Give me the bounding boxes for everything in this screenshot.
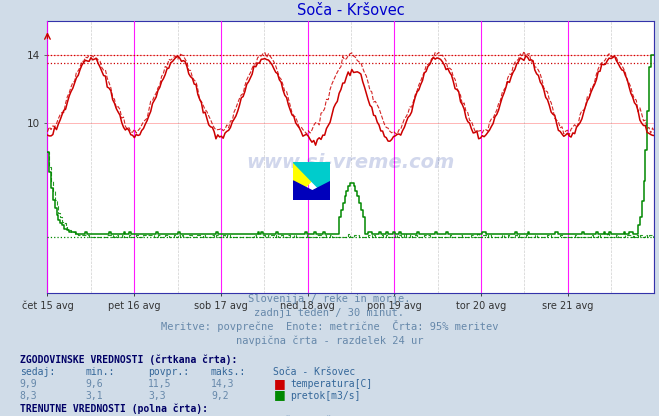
Text: ZGODOVINSKE VREDNOSTI (črtkana črta):: ZGODOVINSKE VREDNOSTI (črtkana črta): bbox=[20, 354, 237, 365]
Polygon shape bbox=[293, 162, 330, 200]
Text: Soča - Kršovec: Soča - Kršovec bbox=[273, 367, 356, 377]
Text: 9,9: 9,9 bbox=[20, 379, 38, 389]
Title: Soča - Kršovec: Soča - Kršovec bbox=[297, 3, 405, 18]
Text: temperatura[C]: temperatura[C] bbox=[290, 379, 372, 389]
Text: min.:: min.: bbox=[86, 367, 115, 377]
Text: ■: ■ bbox=[273, 389, 285, 401]
Polygon shape bbox=[293, 181, 330, 200]
Text: TRENUTNE VREDNOSTI (polna črta):: TRENUTNE VREDNOSTI (polna črta): bbox=[20, 404, 208, 414]
Text: navpična črta - razdelek 24 ur: navpična črta - razdelek 24 ur bbox=[236, 336, 423, 346]
Text: 8,3: 8,3 bbox=[20, 391, 38, 401]
Text: 3,1: 3,1 bbox=[86, 391, 103, 401]
Text: pretok[m3/s]: pretok[m3/s] bbox=[290, 391, 360, 401]
Text: Slovenija / reke in morje.: Slovenija / reke in morje. bbox=[248, 294, 411, 304]
Text: 9,6: 9,6 bbox=[86, 379, 103, 389]
Text: povpr.:: povpr.: bbox=[148, 367, 189, 377]
Text: sedaj:: sedaj: bbox=[20, 367, 55, 377]
Text: 11,5: 11,5 bbox=[148, 379, 172, 389]
Text: zadnji teden / 30 minut.: zadnji teden / 30 minut. bbox=[254, 308, 405, 318]
Text: 9,2: 9,2 bbox=[211, 391, 229, 401]
Polygon shape bbox=[293, 181, 330, 200]
Text: maks.:: maks.: bbox=[211, 367, 246, 377]
Text: Meritve: povprečne  Enote: metrične  Črta: 95% meritev: Meritve: povprečne Enote: metrične Črta:… bbox=[161, 320, 498, 332]
Text: www.si-vreme.com: www.si-vreme.com bbox=[246, 153, 455, 172]
Polygon shape bbox=[293, 162, 330, 200]
Text: 3,3: 3,3 bbox=[148, 391, 166, 401]
Text: ■: ■ bbox=[273, 377, 285, 390]
Text: 14,3: 14,3 bbox=[211, 379, 235, 389]
